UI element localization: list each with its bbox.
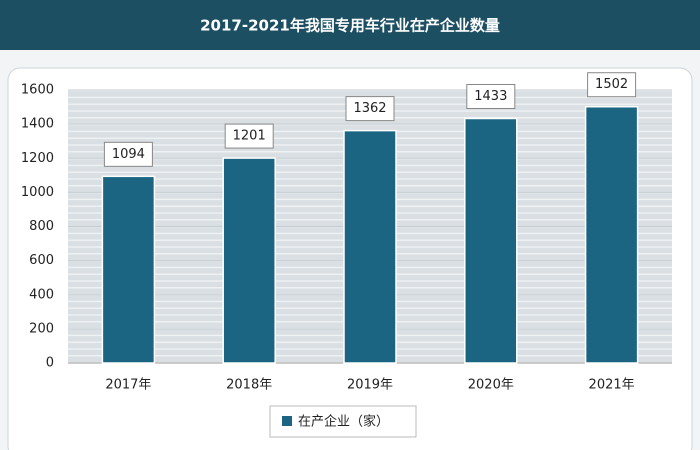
bar <box>464 117 518 364</box>
y-tick-label: 1200 <box>21 151 54 166</box>
value-label: 1201 <box>233 129 266 144</box>
value-label-box <box>466 83 516 109</box>
value-label-box <box>345 96 395 122</box>
legend-box <box>269 405 417 438</box>
legend-label: 在产企业（家） <box>298 414 389 430</box>
y-tick-label: 600 <box>29 253 54 268</box>
y-tick-label: 1600 <box>21 83 54 98</box>
value-label-box <box>224 123 274 149</box>
x-tick-label: 2019年 <box>347 378 393 393</box>
value-label: 1433 <box>474 89 507 104</box>
bar <box>584 105 639 364</box>
bar <box>222 157 276 364</box>
chart-title: 2017-2021年我国专用车行业在产企业数量 <box>200 17 500 35</box>
value-label: 1502 <box>595 77 628 92</box>
legend-swatch <box>282 416 292 426</box>
value-label: 1094 <box>112 147 145 162</box>
y-tick-label: 400 <box>29 287 54 302</box>
value-label-box <box>587 72 637 98</box>
y-tick-label: 1400 <box>21 117 54 132</box>
bar <box>343 129 397 364</box>
x-tick-label: 2021年 <box>589 378 635 393</box>
value-label: 1362 <box>353 101 386 116</box>
x-tick-label: 2018年 <box>226 378 272 393</box>
bar <box>101 175 156 364</box>
x-tick-label: 2017年 <box>105 378 151 393</box>
y-tick-label: 800 <box>29 219 54 234</box>
value-label-box <box>103 141 153 167</box>
x-tick-label: 2020年 <box>468 378 514 393</box>
y-tick-label: 0 <box>46 356 54 371</box>
y-tick-label: 1000 <box>21 185 54 200</box>
y-tick-label: 200 <box>29 321 54 336</box>
title-bar <box>0 0 700 50</box>
